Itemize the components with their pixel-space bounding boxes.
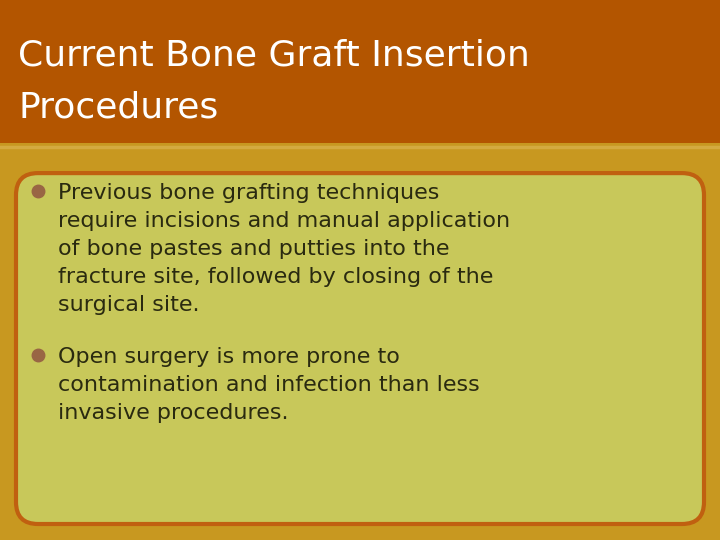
Text: surgical site.: surgical site. xyxy=(58,295,199,315)
Text: Open surgery is more prone to: Open surgery is more prone to xyxy=(58,347,400,367)
FancyBboxPatch shape xyxy=(16,173,704,524)
Text: Procedures: Procedures xyxy=(18,90,218,124)
Text: Previous bone grafting techniques: Previous bone grafting techniques xyxy=(58,183,439,203)
Text: fracture site, followed by closing of the: fracture site, followed by closing of th… xyxy=(58,267,493,287)
Text: require incisions and manual application: require incisions and manual application xyxy=(58,211,510,231)
Text: Current Bone Graft Insertion: Current Bone Graft Insertion xyxy=(18,38,530,72)
Text: contamination and infection than less: contamination and infection than less xyxy=(58,375,480,395)
Text: of bone pastes and putties into the: of bone pastes and putties into the xyxy=(58,239,449,259)
Text: invasive procedures.: invasive procedures. xyxy=(58,403,289,423)
Bar xyxy=(0,0,720,143)
